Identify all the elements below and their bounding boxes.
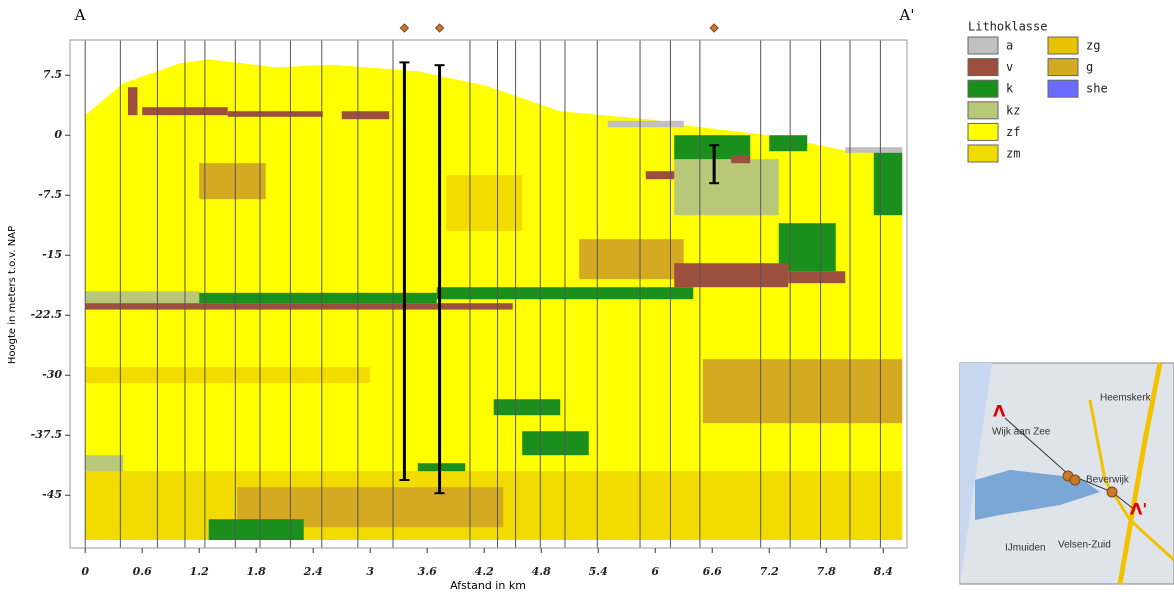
- legend-label: she: [1086, 82, 1108, 96]
- legend-label: zm: [1006, 147, 1020, 161]
- map-road: [1117, 362, 1163, 585]
- section-end: A': [899, 6, 915, 24]
- y-tick-label: -15: [42, 248, 62, 261]
- map-sea: [960, 363, 992, 584]
- legend-label: a: [1006, 39, 1013, 53]
- legend-label: v: [1006, 60, 1013, 74]
- legend-swatch: [967, 36, 999, 55]
- map-inset: Heemskerk Wijk aan Zee Beverwijk IJmuide…: [959, 362, 1174, 585]
- x-tick-label: 1.2: [190, 565, 209, 578]
- litho-block: [674, 263, 789, 288]
- drill-marker: [434, 23, 445, 33]
- y-tick-label: -22.5: [31, 308, 62, 321]
- legend-swatch: [967, 58, 999, 77]
- x-tick-label: 6: [651, 565, 659, 578]
- litho-block: [85, 291, 200, 304]
- x-tick-label: 0.6: [133, 565, 152, 578]
- litho-block: [341, 111, 390, 120]
- legend-label: kz: [1006, 103, 1020, 117]
- map-place: Beverwijk: [1086, 475, 1130, 486]
- x-tick-label: 7.2: [760, 565, 779, 578]
- x-tick-label: 3: [366, 565, 374, 578]
- legend-title: Lithoklasse: [968, 20, 1047, 34]
- y-tick-label: -45: [42, 488, 62, 501]
- x-tick-label: 0: [81, 565, 89, 578]
- x-tick-label: 6.6: [703, 565, 722, 578]
- map-drill-site: [1106, 486, 1118, 498]
- legend-label: zf: [1006, 125, 1020, 139]
- legend-label: k: [1006, 82, 1014, 96]
- legend-label: g: [1086, 60, 1093, 74]
- litho-block: [417, 463, 466, 472]
- x-axis-title: Afstand in km: [450, 579, 526, 592]
- map-water: [975, 470, 1100, 520]
- legend-swatch: [967, 122, 999, 141]
- litho-block: [731, 155, 751, 164]
- map-place: Wijk aan Zee: [992, 427, 1051, 438]
- map-section-line: [1004, 417, 1136, 511]
- x-tick-label: 8.4: [874, 565, 893, 578]
- legend-swatch: [967, 101, 999, 120]
- y-tick-label: -37.5: [31, 428, 62, 441]
- litho-block: [845, 147, 903, 153]
- x-tick-label: 4.2: [475, 565, 494, 578]
- y-tick-label: 7.5: [43, 68, 62, 81]
- x-tick-label: 4.8: [532, 565, 551, 578]
- x-tick-label: 3.6: [418, 565, 437, 578]
- y-tick-label: 0: [54, 128, 62, 141]
- litho-block: [674, 159, 779, 216]
- litho-block: [208, 519, 304, 540]
- litho-block: [788, 271, 846, 284]
- litho-block: [579, 239, 684, 280]
- legend-swatch: [1047, 79, 1079, 98]
- legend-swatch: [967, 79, 999, 98]
- x-tick-label: 5.4: [589, 565, 608, 578]
- map-place: Heemskerk: [1100, 393, 1152, 404]
- section-start: A: [74, 6, 86, 24]
- map-place: IJmuiden: [1005, 543, 1046, 554]
- legend-label: zg: [1086, 39, 1100, 53]
- litho-block: [702, 359, 903, 424]
- litho-block: [522, 431, 589, 456]
- litho-block: [199, 163, 266, 200]
- map-road: [1088, 399, 1174, 562]
- litho-block: [493, 399, 561, 416]
- x-tick-label: 2.4: [303, 565, 323, 578]
- x-tick-label: 7.8: [817, 565, 836, 578]
- litho-block: [645, 171, 675, 180]
- litho-block: [85, 303, 513, 310]
- litho-block: [227, 111, 323, 117]
- map-end: Λ': [1130, 500, 1147, 519]
- litho-block: [127, 87, 138, 116]
- litho-block: [769, 135, 808, 152]
- y-tick-label: -7.5: [38, 188, 62, 201]
- legend-swatch: [967, 144, 999, 163]
- litho-block: [446, 175, 523, 232]
- y-tick-label: -30: [42, 368, 62, 381]
- x-tick-label: 1.8: [247, 565, 266, 578]
- map-drill-site: [1069, 474, 1081, 486]
- plot-frame: [69, 39, 908, 549]
- map-start: Λ: [993, 402, 1006, 421]
- litho-block: [85, 455, 124, 472]
- litho-block: [85, 367, 371, 384]
- litho-block: [873, 151, 903, 216]
- drill-marker: [709, 23, 719, 33]
- litho-block: [199, 292, 437, 304]
- drill-marker: [399, 23, 410, 33]
- litho-block: [607, 120, 684, 128]
- map-place: Velsen-Zuid: [1058, 540, 1111, 551]
- legend-swatch: [1047, 58, 1079, 77]
- legend-swatch: [1047, 36, 1079, 55]
- y-axis-title: Hoogte in meters t.o.v. NAP: [7, 226, 18, 364]
